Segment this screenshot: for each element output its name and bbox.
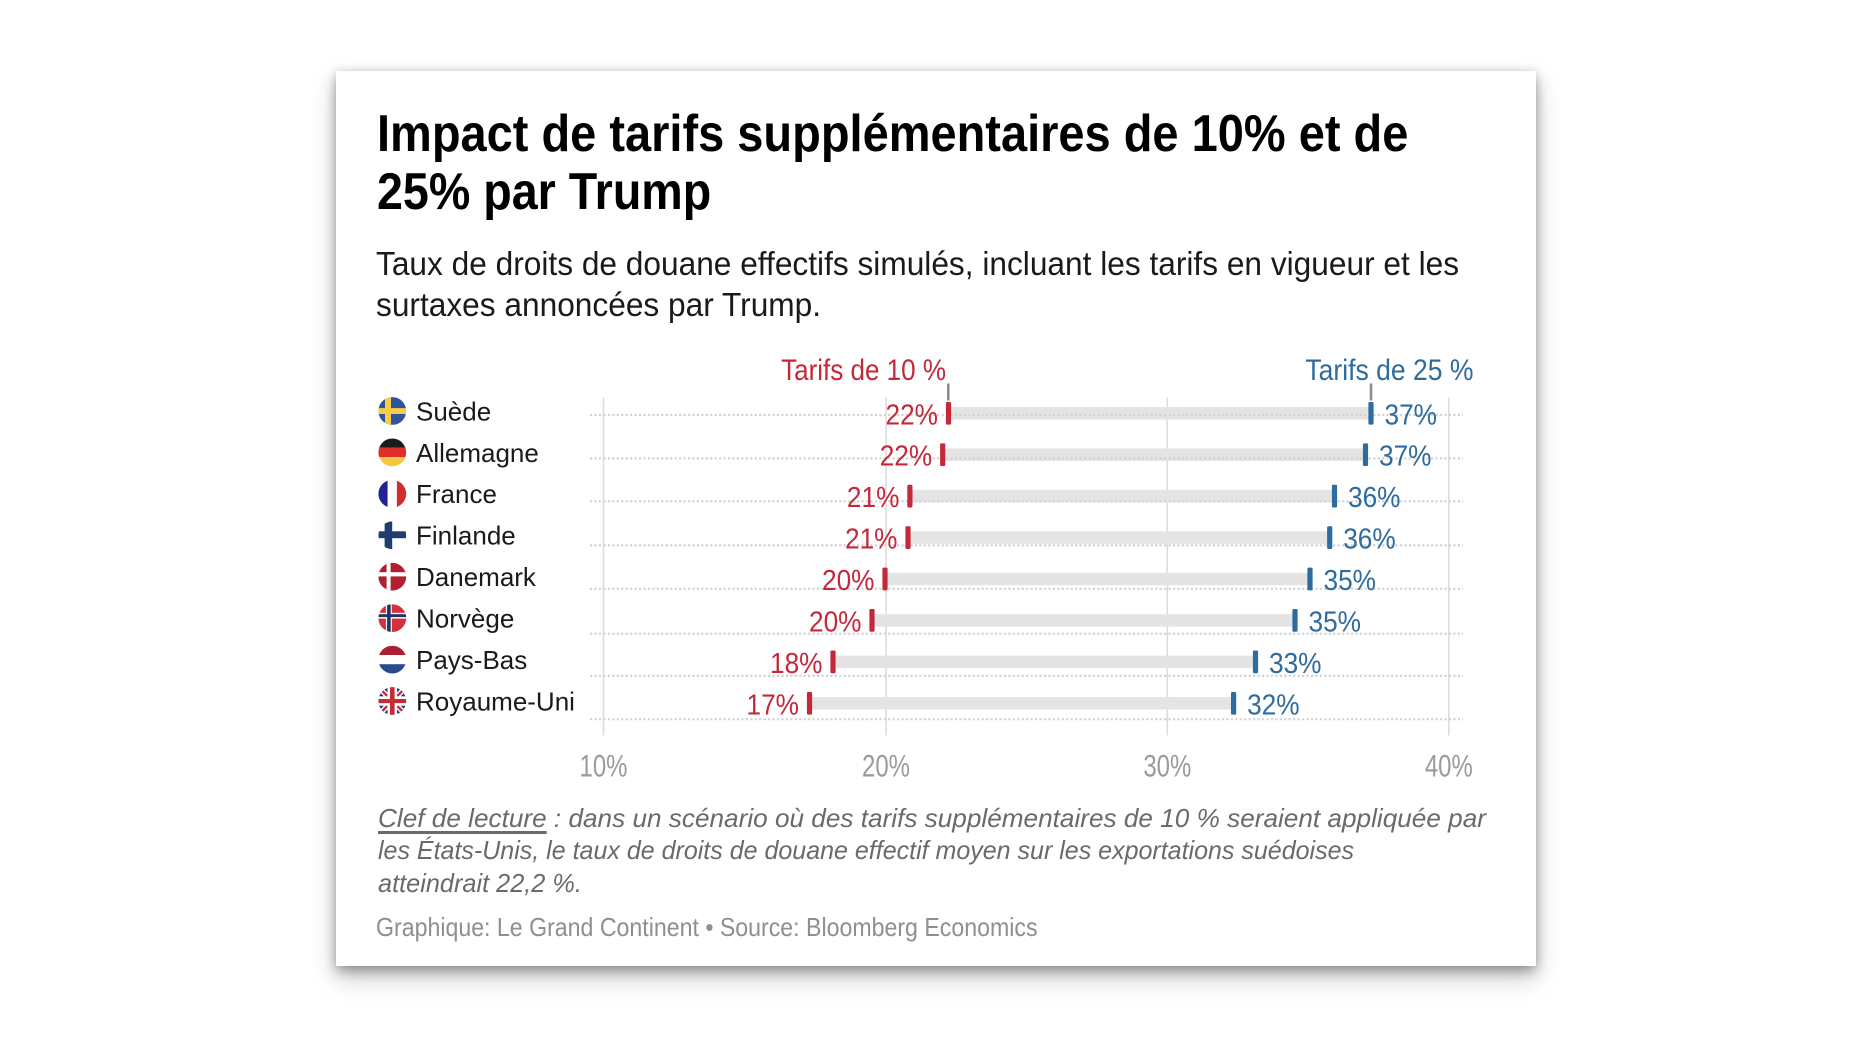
svg-text:35%: 35% bbox=[1309, 606, 1362, 638]
svg-text:36%: 36% bbox=[1348, 482, 1401, 514]
svg-text:32%: 32% bbox=[1247, 689, 1300, 721]
svg-text:30%: 30% bbox=[1143, 748, 1191, 784]
svg-text:20%: 20% bbox=[822, 565, 875, 597]
svg-text:France: France bbox=[416, 479, 497, 509]
svg-text:21%: 21% bbox=[845, 524, 898, 556]
svg-text:22%: 22% bbox=[886, 399, 939, 431]
svg-text:Tarifs de 25 %: Tarifs de 25 % bbox=[1305, 354, 1473, 387]
svg-text:Royaume-Uni: Royaume-Uni bbox=[416, 686, 575, 716]
svg-text:Norvège: Norvège bbox=[416, 604, 514, 634]
svg-text:36%: 36% bbox=[1343, 524, 1396, 556]
svg-text:Pays-Bas: Pays-Bas bbox=[416, 645, 527, 675]
svg-text:10%: 10% bbox=[580, 748, 628, 784]
svg-text:20%: 20% bbox=[809, 606, 862, 638]
svg-text:Finlande: Finlande bbox=[416, 521, 516, 551]
svg-text:Suède: Suède bbox=[416, 396, 491, 426]
svg-text:40%: 40% bbox=[1425, 748, 1473, 784]
svg-text:Danemark: Danemark bbox=[416, 562, 537, 592]
svg-text:35%: 35% bbox=[1324, 565, 1377, 597]
svg-text:Allemagne: Allemagne bbox=[416, 438, 539, 468]
svg-text:22%: 22% bbox=[880, 441, 933, 473]
svg-text:17%: 17% bbox=[747, 689, 800, 721]
svg-text:20%: 20% bbox=[862, 748, 910, 784]
svg-text:Tarifs de 10 %: Tarifs de 10 % bbox=[781, 354, 946, 387]
svg-text:33%: 33% bbox=[1269, 648, 1322, 680]
svg-text:21%: 21% bbox=[847, 482, 900, 514]
svg-text:18%: 18% bbox=[770, 648, 823, 680]
svg-text:37%: 37% bbox=[1385, 399, 1438, 431]
svg-text:37%: 37% bbox=[1379, 441, 1432, 473]
